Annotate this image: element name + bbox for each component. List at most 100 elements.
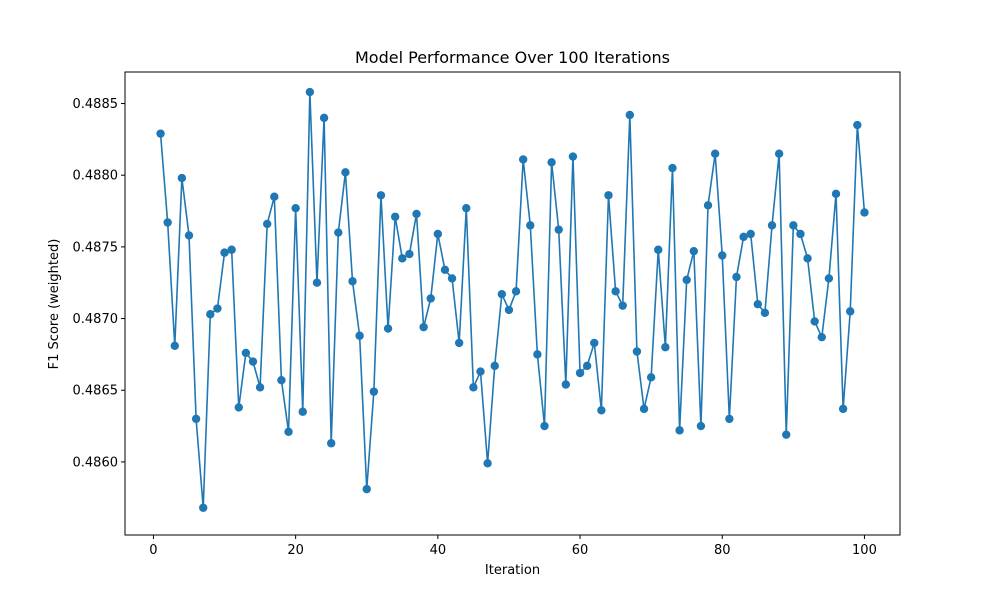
data-point bbox=[739, 232, 748, 242]
y-axis-title: F1 Score (weighted) bbox=[47, 239, 62, 370]
data-point bbox=[675, 426, 684, 435]
data-point bbox=[263, 219, 272, 229]
data-point bbox=[184, 231, 194, 240]
data-point bbox=[590, 338, 599, 348]
data-point bbox=[696, 421, 706, 431]
data-point bbox=[227, 245, 236, 254]
data-point bbox=[476, 367, 485, 376]
x-tick-label: 20 bbox=[287, 543, 304, 558]
data-point bbox=[817, 332, 826, 342]
data-point bbox=[796, 229, 805, 239]
y-axis: 0.4860 0.4865 0.4870 0.4875 0.4880 0.4885 bbox=[73, 97, 125, 470]
x-tick-label: 40 bbox=[430, 543, 447, 558]
data-point bbox=[554, 225, 563, 234]
y-tick-label: 0.4875 bbox=[73, 240, 119, 255]
data-point bbox=[625, 110, 635, 120]
data-point bbox=[668, 163, 677, 173]
data-point bbox=[838, 404, 848, 414]
y-tick-label: 0.4870 bbox=[73, 312, 119, 327]
data-point bbox=[334, 228, 343, 237]
y-tick-label: 0.4865 bbox=[73, 384, 119, 399]
data-point bbox=[440, 265, 450, 275]
data-point bbox=[611, 287, 620, 296]
x-tick-label: 80 bbox=[714, 543, 731, 558]
data-point bbox=[639, 404, 649, 414]
data-point bbox=[177, 173, 187, 183]
data-point bbox=[206, 310, 215, 319]
y-tick-label: 0.4880 bbox=[73, 169, 119, 184]
plot-area: 0 20 40 60 80 100 0.48600.48650.48700.48750.4… bbox=[73, 71, 901, 558]
data-point bbox=[860, 208, 869, 217]
data-point bbox=[725, 414, 734, 424]
data-point bbox=[789, 221, 798, 230]
data-point bbox=[682, 275, 691, 285]
y-tick-label: 0.4860 bbox=[73, 455, 119, 470]
data-point bbox=[504, 305, 514, 315]
data-point bbox=[291, 203, 300, 213]
data-point bbox=[618, 301, 627, 310]
data-point bbox=[319, 113, 329, 123]
data-point bbox=[163, 218, 172, 227]
data-point bbox=[582, 361, 592, 371]
data-point bbox=[199, 503, 208, 512]
data-point bbox=[312, 278, 322, 287]
x-axis: 0 20 40 60 80 100 bbox=[149, 535, 877, 558]
data-point bbox=[483, 459, 492, 468]
data-point bbox=[767, 221, 777, 230]
data-point bbox=[383, 324, 393, 333]
data-point bbox=[277, 375, 286, 385]
data-point bbox=[824, 274, 834, 283]
chart-title: Model Performance Over 100 Iterations bbox=[355, 48, 670, 67]
data-point bbox=[561, 380, 571, 389]
data-point bbox=[405, 249, 414, 259]
data-point bbox=[518, 155, 528, 164]
data-point bbox=[255, 383, 265, 392]
data-point bbox=[426, 294, 435, 303]
data-point bbox=[703, 201, 713, 210]
data-point bbox=[846, 307, 855, 316]
data-point bbox=[689, 246, 699, 256]
data-point bbox=[270, 192, 279, 201]
data-point bbox=[774, 149, 784, 158]
data-point bbox=[718, 251, 727, 260]
data-point bbox=[732, 272, 741, 282]
plot-frame bbox=[124, 71, 901, 536]
data-point bbox=[298, 407, 307, 416]
x-tick-label: 100 bbox=[852, 543, 877, 558]
data-point bbox=[853, 120, 862, 130]
data-point bbox=[355, 331, 364, 340]
data-point bbox=[604, 191, 613, 200]
data-point bbox=[369, 387, 379, 396]
data-point bbox=[540, 421, 549, 431]
data-point bbox=[454, 338, 464, 348]
data-point bbox=[575, 368, 585, 378]
data-point bbox=[753, 300, 762, 309]
data-point bbox=[654, 245, 663, 254]
data-point bbox=[810, 317, 819, 326]
data-point bbox=[746, 229, 755, 239]
data-point bbox=[433, 229, 443, 239]
data-point bbox=[170, 341, 179, 350]
data-point bbox=[447, 274, 457, 283]
data-point bbox=[661, 343, 670, 352]
data-point bbox=[234, 403, 243, 412]
y-tick-label: 0.4885 bbox=[73, 97, 119, 112]
x-tick-label: 60 bbox=[572, 543, 589, 558]
data-point bbox=[533, 350, 542, 359]
data-point bbox=[390, 212, 400, 221]
data-point bbox=[398, 254, 407, 263]
data-point bbox=[511, 287, 521, 296]
data-point bbox=[191, 414, 201, 424]
data-point bbox=[760, 308, 770, 318]
x-axis-title: Iteration bbox=[485, 563, 540, 578]
data-point bbox=[547, 158, 556, 167]
data-point bbox=[490, 361, 499, 371]
data-point bbox=[305, 87, 315, 97]
data-point bbox=[462, 203, 471, 213]
data-point bbox=[568, 152, 578, 161]
data-point bbox=[497, 289, 507, 299]
data-point bbox=[241, 348, 251, 358]
data-point bbox=[213, 304, 222, 313]
data-point bbox=[248, 357, 258, 366]
